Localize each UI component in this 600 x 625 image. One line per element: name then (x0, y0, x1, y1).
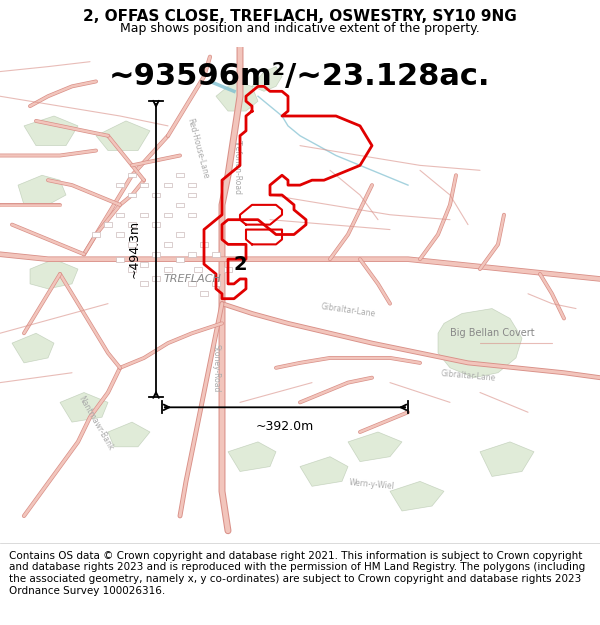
Bar (104, 222, 112, 227)
Text: ~93596m²/~23.128ac.: ~93596m²/~23.128ac. (109, 62, 491, 91)
Bar (212, 252, 220, 257)
Text: Gibraltar-Lane: Gibraltar-Lane (440, 369, 496, 382)
Bar (212, 281, 220, 286)
Bar (188, 183, 196, 188)
Text: Red-House-Lane: Red-House-Lane (185, 118, 211, 180)
Polygon shape (108, 422, 150, 447)
Text: ~494.3m: ~494.3m (128, 220, 141, 278)
Polygon shape (390, 481, 444, 511)
Bar (164, 267, 172, 271)
Bar (128, 192, 136, 198)
Text: Gibraltar-Lane: Gibraltar-Lane (320, 302, 376, 318)
Bar (188, 213, 196, 217)
Bar (116, 213, 124, 217)
Bar (194, 267, 202, 271)
Text: Big Bellan Covert: Big Bellan Covert (449, 328, 535, 338)
Bar (128, 173, 136, 178)
Polygon shape (228, 442, 276, 471)
Bar (140, 281, 148, 286)
Bar (176, 257, 184, 262)
Bar (200, 242, 208, 247)
Bar (164, 183, 172, 188)
Bar (140, 183, 148, 188)
Bar (164, 242, 172, 247)
Bar (152, 222, 160, 227)
Polygon shape (12, 333, 54, 363)
Bar (200, 291, 208, 296)
Bar (188, 252, 196, 257)
Polygon shape (96, 121, 150, 151)
Text: Nantmawr-Bank: Nantmawr-Bank (77, 394, 115, 452)
Bar (116, 183, 124, 188)
Polygon shape (480, 442, 534, 476)
Text: Stoney-Road: Stoney-Road (212, 344, 221, 392)
Polygon shape (300, 457, 348, 486)
Text: Map shows position and indicative extent of the property.: Map shows position and indicative extent… (120, 22, 480, 35)
Bar (152, 192, 160, 198)
Bar (188, 192, 196, 198)
Polygon shape (252, 67, 282, 91)
Text: Contains OS data © Crown copyright and database right 2021. This information is : Contains OS data © Crown copyright and d… (9, 551, 585, 596)
Text: Wern-y-Wiel: Wern-y-Wiel (349, 478, 395, 491)
Bar (116, 232, 124, 237)
Text: ~392.0m: ~392.0m (256, 419, 314, 432)
Polygon shape (348, 432, 402, 462)
Bar (224, 267, 232, 271)
Bar (188, 281, 196, 286)
Bar (176, 232, 184, 237)
Text: 2, OFFAS CLOSE, TREFLACH, OSWESTRY, SY10 9NG: 2, OFFAS CLOSE, TREFLACH, OSWESTRY, SY10… (83, 9, 517, 24)
Bar (140, 262, 148, 267)
Bar (128, 222, 136, 227)
Polygon shape (18, 175, 66, 205)
Bar (152, 276, 160, 281)
Polygon shape (24, 116, 78, 146)
Text: TREFLACH: TREFLACH (163, 274, 221, 284)
Bar (176, 173, 184, 178)
Bar (176, 202, 184, 207)
Bar (128, 267, 136, 271)
Text: Trefonen-Road: Trefonen-Road (233, 140, 241, 195)
Polygon shape (216, 81, 258, 111)
Polygon shape (438, 309, 522, 378)
Polygon shape (60, 392, 108, 422)
Bar (140, 213, 148, 217)
Bar (152, 252, 160, 257)
Bar (92, 232, 100, 237)
Bar (116, 257, 124, 262)
Text: 2: 2 (233, 254, 247, 274)
Bar (164, 213, 172, 217)
Polygon shape (30, 259, 78, 289)
Bar (128, 242, 136, 247)
